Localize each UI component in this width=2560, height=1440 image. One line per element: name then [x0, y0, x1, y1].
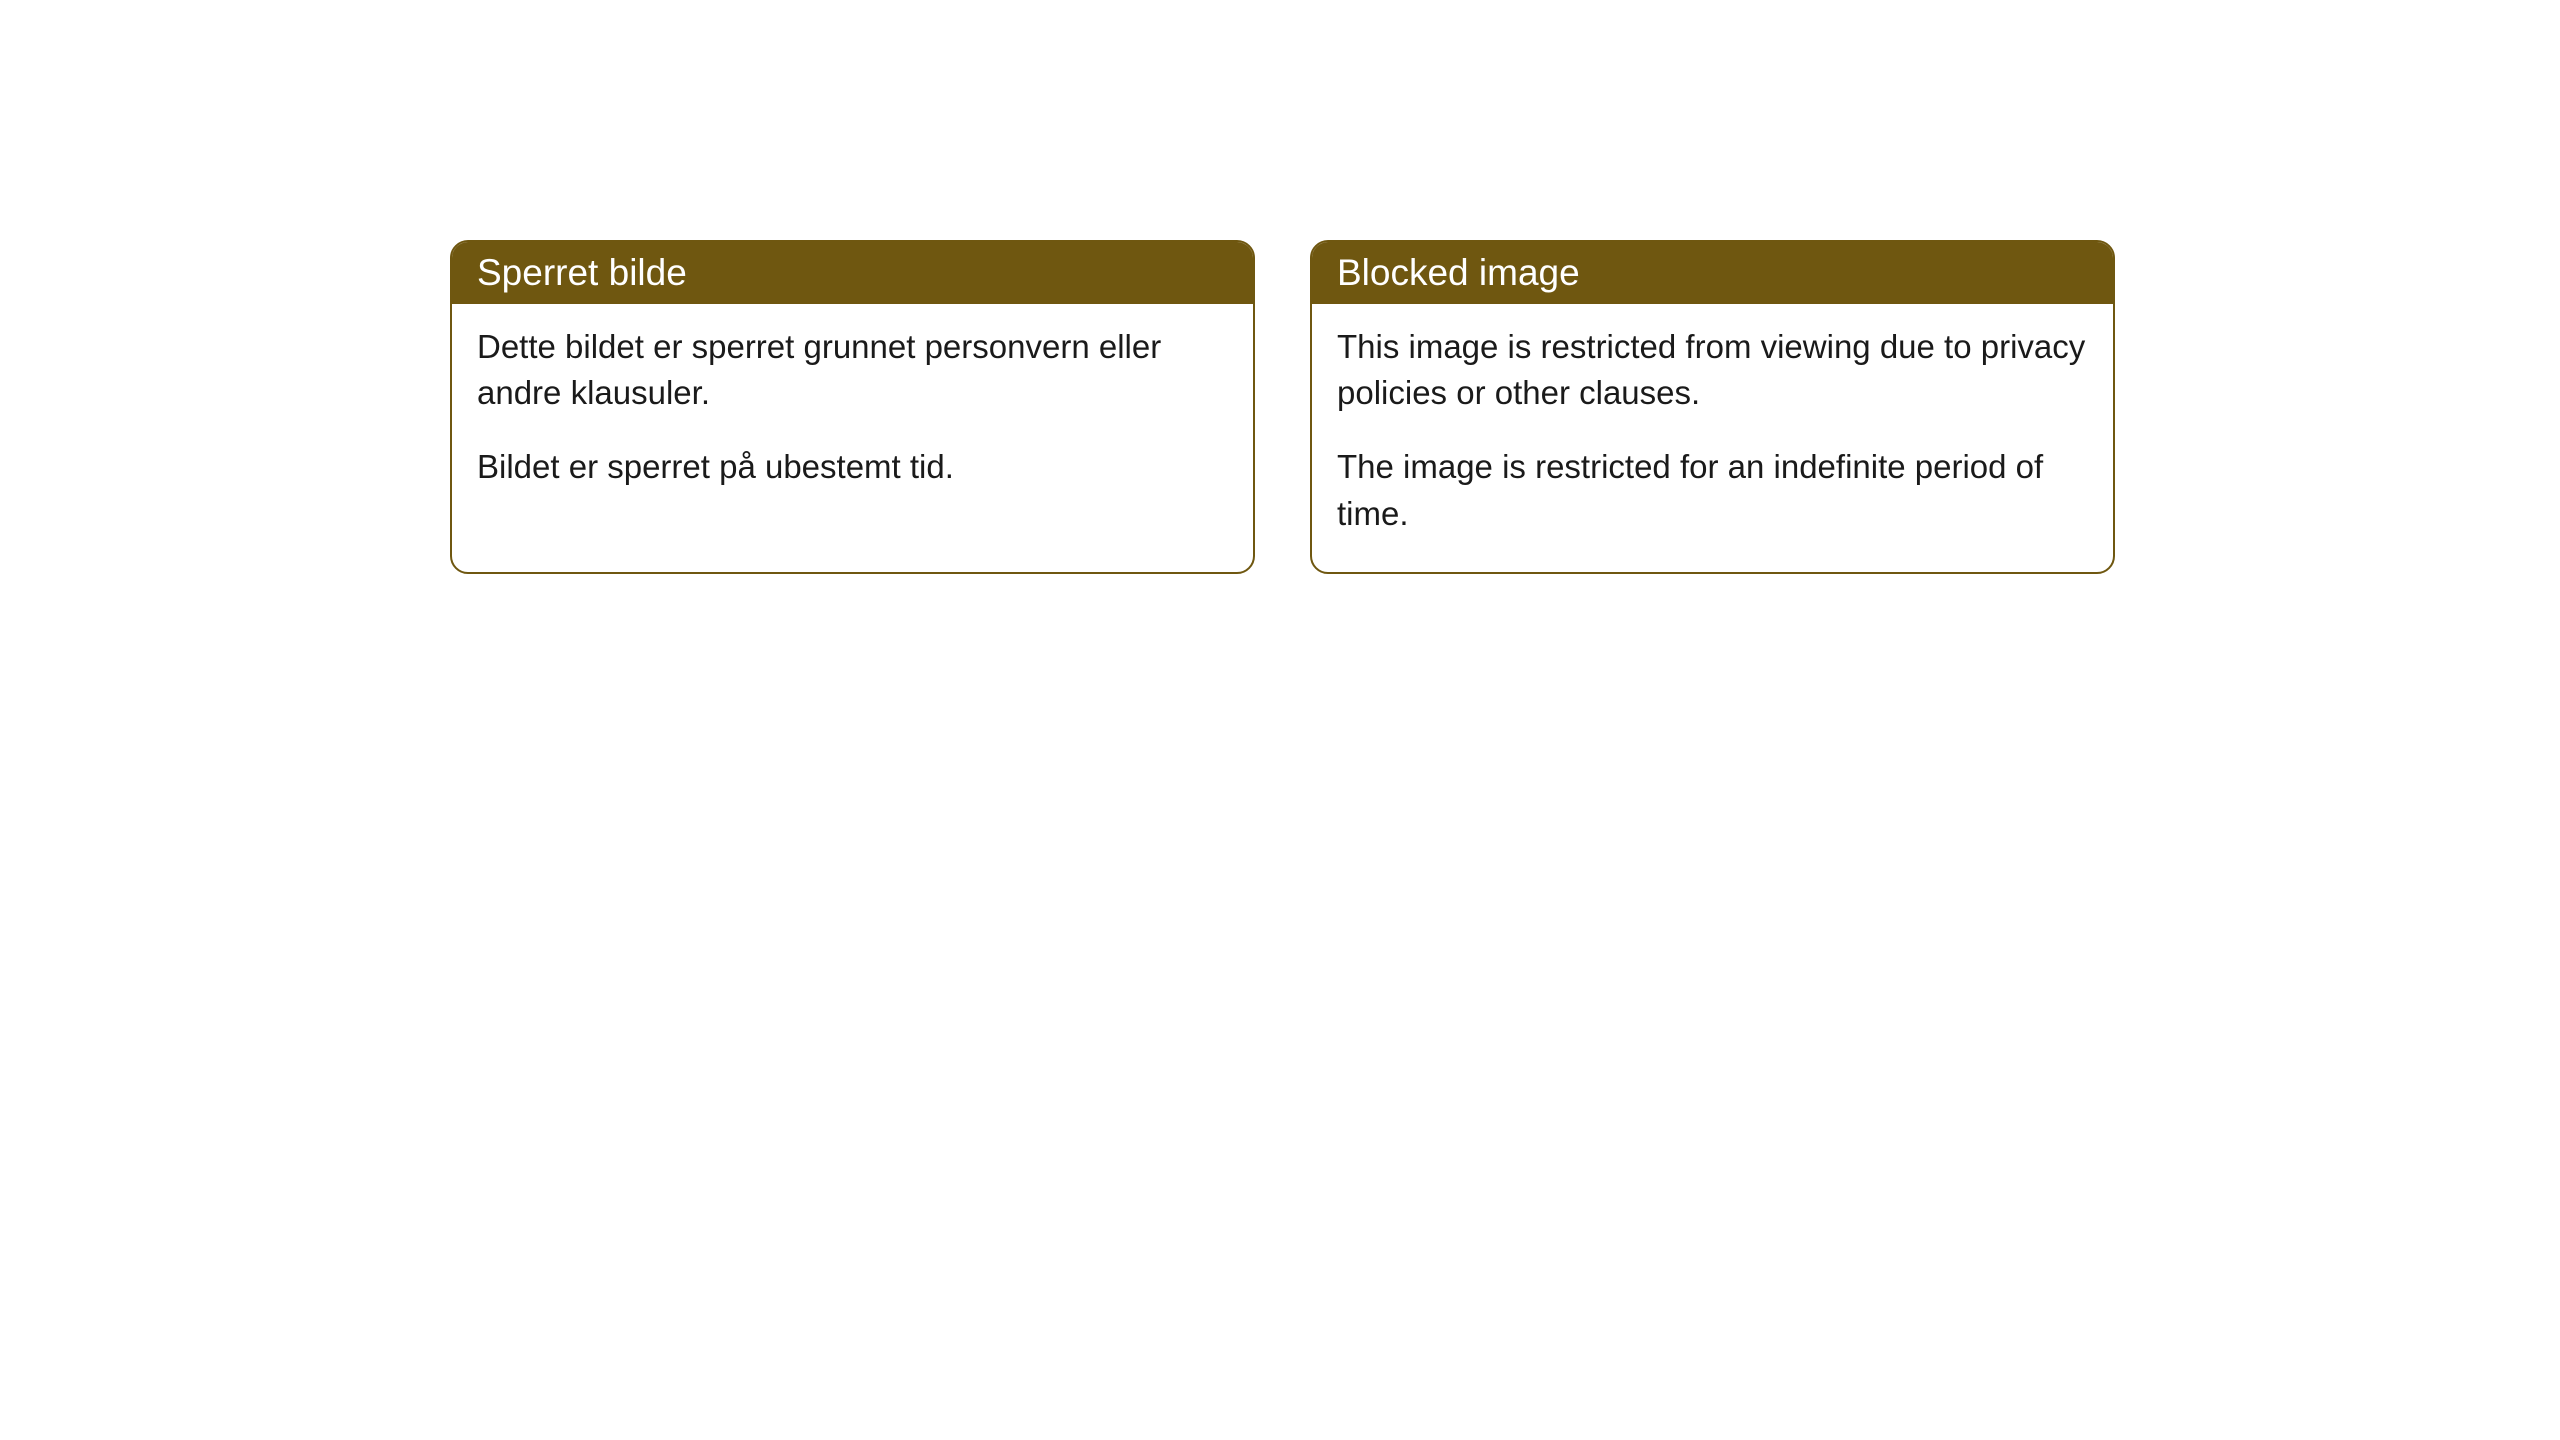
card-text-1: This image is restricted from viewing du…	[1337, 324, 2088, 416]
notice-container: Sperret bilde Dette bildet er sperret gr…	[0, 0, 2560, 574]
card-header: Sperret bilde	[452, 242, 1253, 304]
card-text-2: Bildet er sperret på ubestemt tid.	[477, 444, 1228, 490]
card-body: Dette bildet er sperret grunnet personve…	[452, 304, 1253, 526]
card-text-1: Dette bildet er sperret grunnet personve…	[477, 324, 1228, 416]
blocked-image-card-en: Blocked image This image is restricted f…	[1310, 240, 2115, 574]
card-text-2: The image is restricted for an indefinit…	[1337, 444, 2088, 536]
card-header: Blocked image	[1312, 242, 2113, 304]
card-body: This image is restricted from viewing du…	[1312, 304, 2113, 572]
blocked-image-card-no: Sperret bilde Dette bildet er sperret gr…	[450, 240, 1255, 574]
